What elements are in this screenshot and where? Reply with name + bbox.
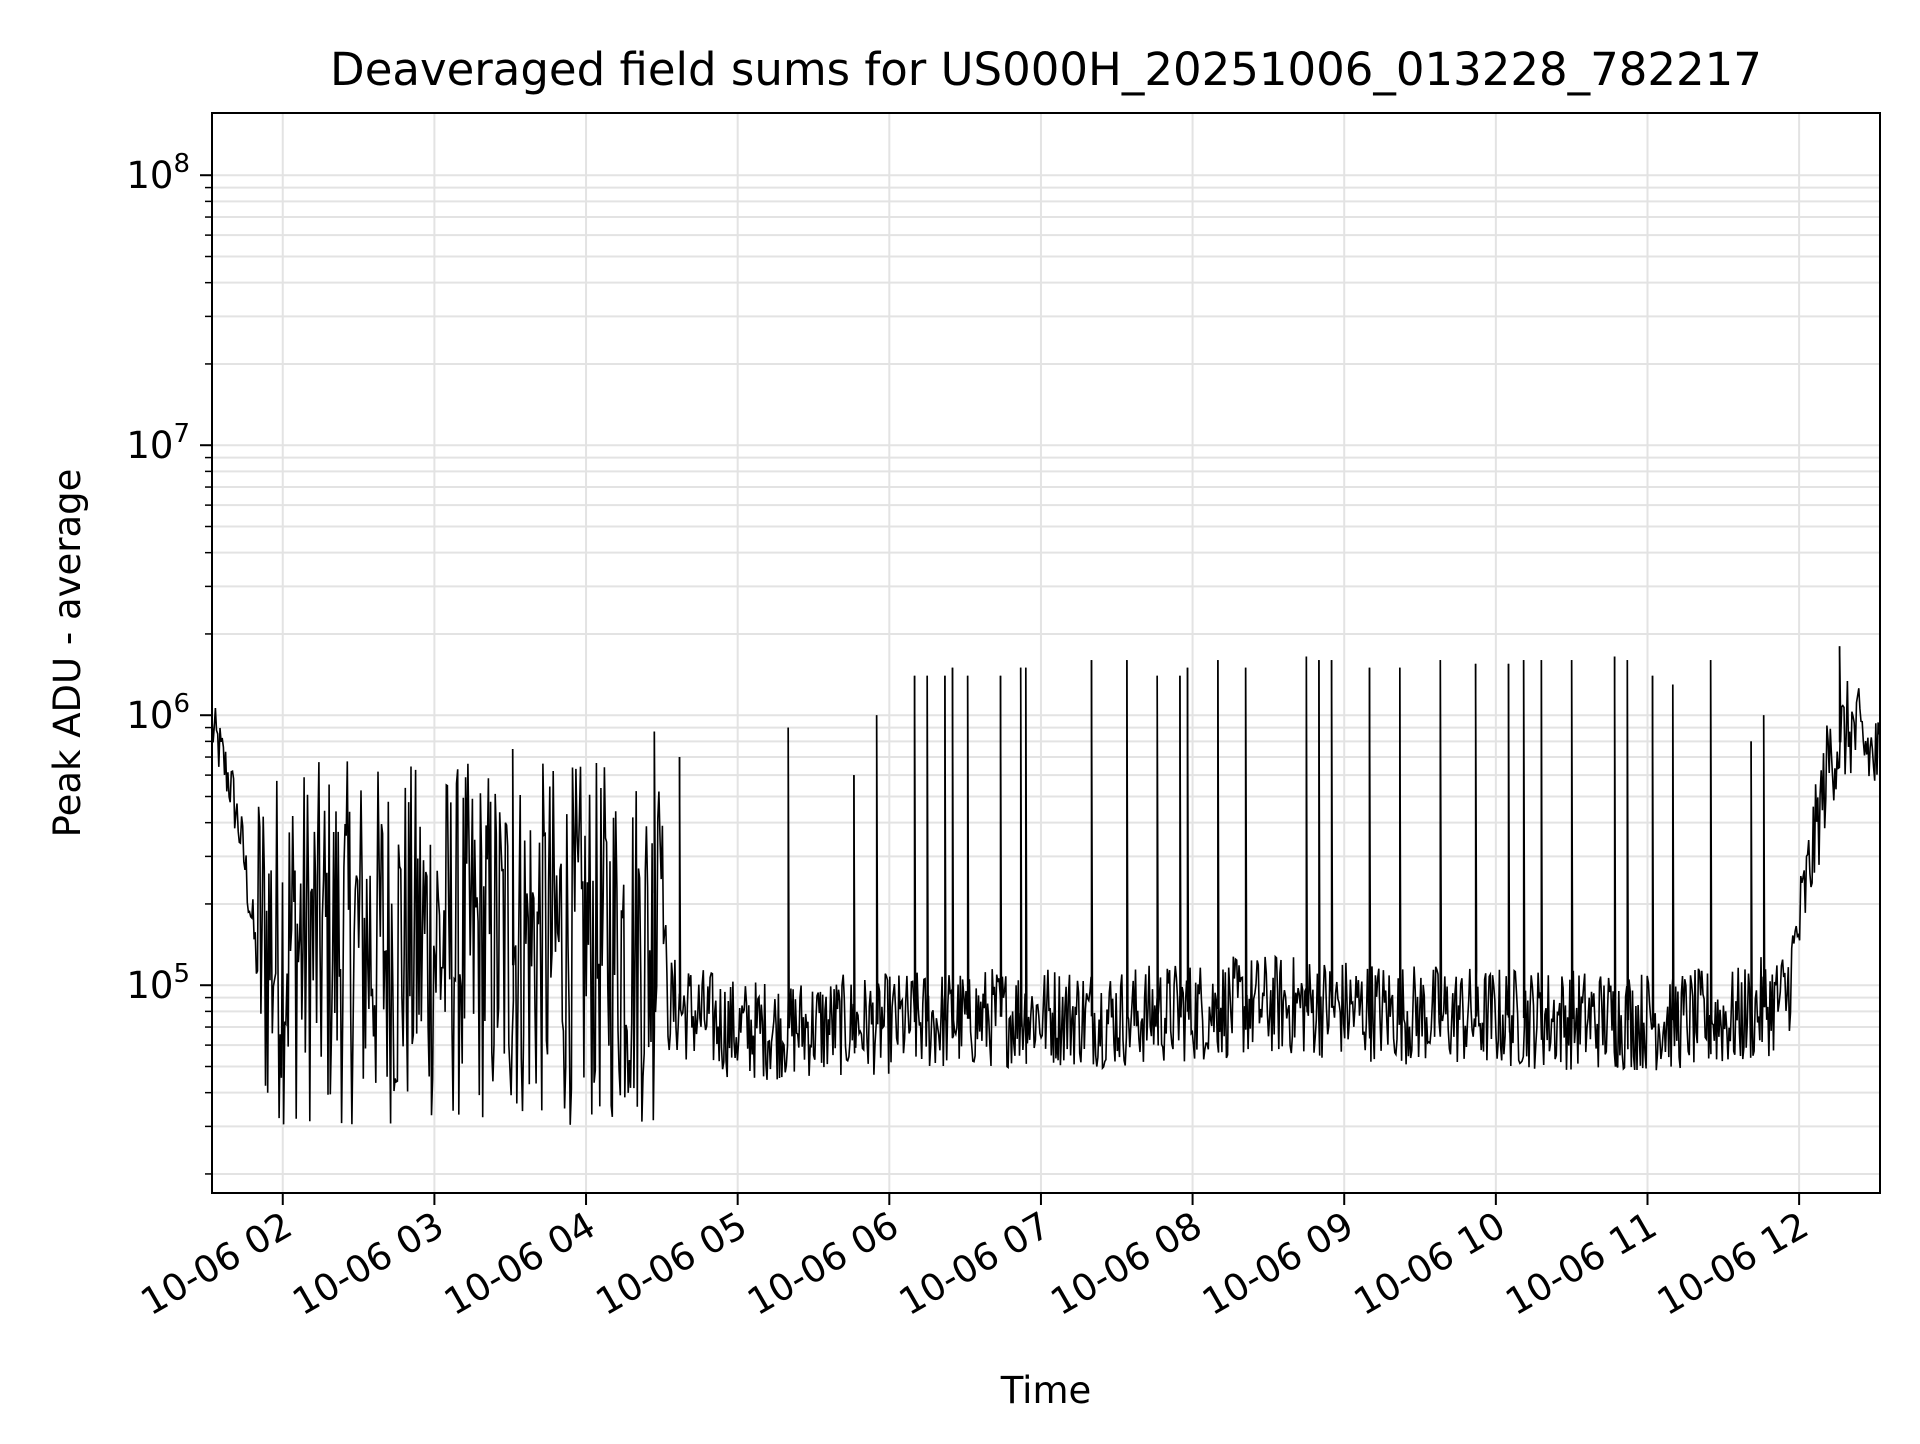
y-tick-base: 10	[126, 424, 173, 467]
y-tick-exponent: 7	[173, 419, 190, 449]
y-tick-label: 106	[126, 689, 190, 737]
chart-title: Deaveraged field sums for US000H_2025100…	[330, 43, 1762, 96]
y-tick-exponent: 6	[173, 689, 190, 719]
y-tick-exponent: 8	[173, 149, 190, 179]
y-tick-base: 10	[126, 154, 173, 197]
series-layer	[211, 646, 1880, 1125]
y-tick-label: 107	[126, 419, 190, 467]
x-axis-label: Time	[1000, 1369, 1092, 1412]
series-line	[211, 646, 1880, 1125]
y-tick-label: 108	[126, 149, 190, 197]
y-tick-base: 10	[126, 964, 173, 1007]
y-tick-exponent: 5	[173, 959, 190, 989]
y-axis-label: Peak ADU - average	[46, 469, 89, 838]
plot-frame	[211, 112, 1881, 1194]
y-tick-base: 10	[126, 694, 173, 737]
y-tick-label: 105	[126, 959, 190, 1007]
